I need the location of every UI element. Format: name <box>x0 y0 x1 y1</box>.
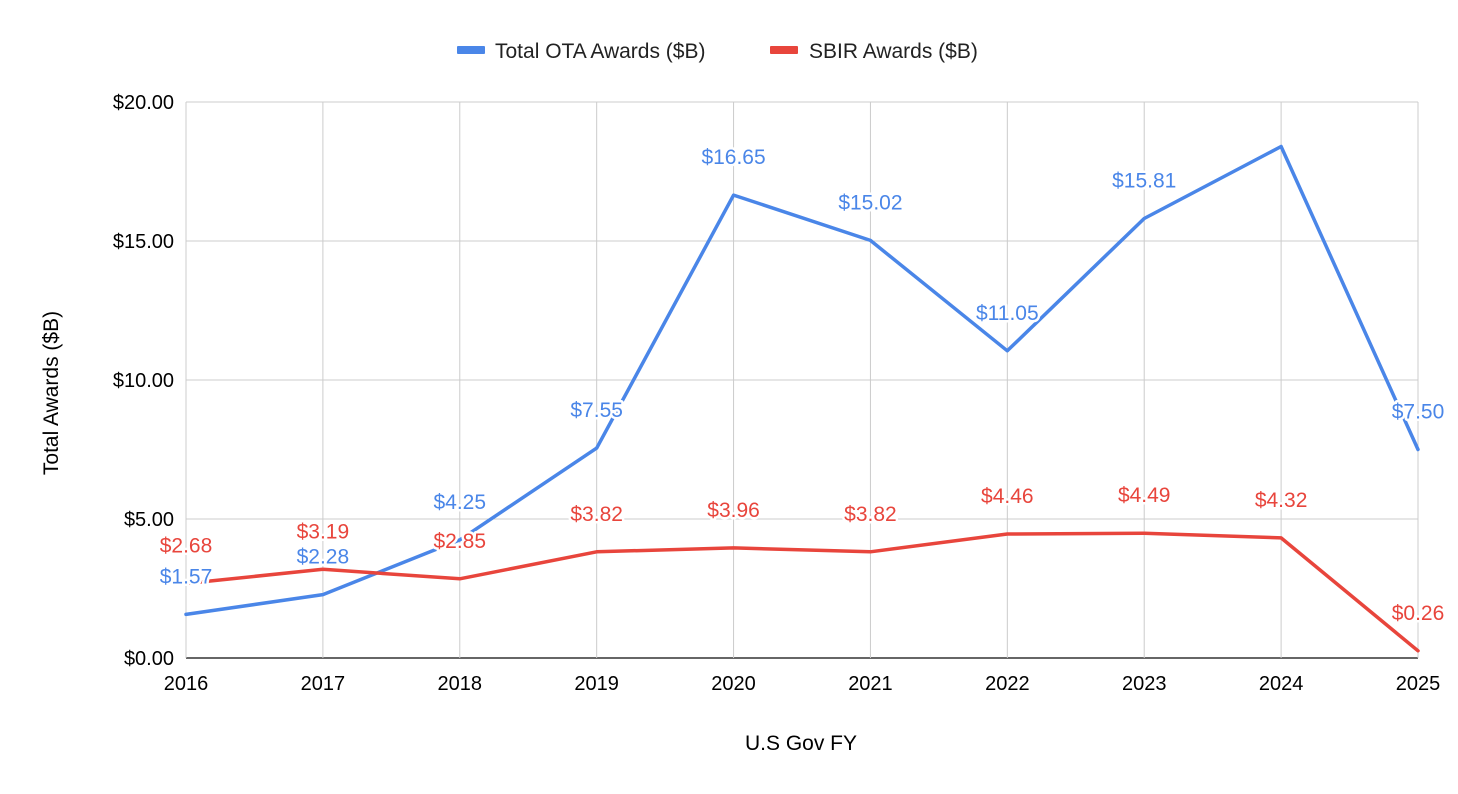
series-line-sbir <box>184 531 1420 653</box>
data-label-ota: $11.05 <box>976 302 1039 325</box>
x-tick-label: 2016 <box>164 673 209 695</box>
data-label-ota: $7.50 <box>1392 401 1445 424</box>
y-tick-label: $10.00 <box>113 370 174 392</box>
data-label-ota: $4.25 <box>433 491 486 514</box>
series-lines <box>184 144 1420 653</box>
series-line-ota <box>184 144 1420 617</box>
data-label-ota: $7.55 <box>570 399 623 422</box>
y-tick-label: $0.00 <box>124 648 174 670</box>
grid <box>185 101 1419 659</box>
x-tick-label: 2018 <box>438 673 483 695</box>
data-label-sbir: $0.26 <box>1392 602 1445 625</box>
data-label-sbir: $4.49 <box>1118 484 1171 507</box>
data-label-sbir: $4.32 <box>1255 489 1308 512</box>
data-label-sbir: $3.96 <box>707 499 760 522</box>
data-label-ota: $1.57 <box>160 565 213 588</box>
legend-item-ota[interactable]: Total OTA Awards ($B) <box>457 40 705 63</box>
data-label-ota: $16.65 <box>701 146 765 169</box>
data-label-sbir: $3.19 <box>297 520 350 543</box>
data-label-sbir: $4.46 <box>981 485 1034 508</box>
x-tick-label: 2023 <box>1122 673 1167 695</box>
data-label-sbir: $3.82 <box>570 503 623 526</box>
data-label-sbir: $3.82 <box>844 503 897 526</box>
legend-swatch <box>457 46 485 54</box>
x-tick-label: 2025 <box>1396 673 1441 695</box>
legend-swatch <box>770 46 798 54</box>
data-label-ota: $15.02 <box>838 191 902 214</box>
x-tick-label: 2024 <box>1259 673 1304 695</box>
y-tick-label: $5.00 <box>124 509 174 531</box>
data-labels: $1.57 $2.28 $4.25 $7.55 $16.65 $15.02 $11.05 $1… <box>157 144 1447 628</box>
x-tick-label: 2019 <box>574 673 619 695</box>
data-label-ota: $15.81 <box>1112 169 1176 192</box>
x-axis-title: U.S Gov FY <box>745 732 857 755</box>
y-tick-label: $20.00 <box>113 92 174 114</box>
y-axis-title: Total Awards ($B) <box>40 311 63 475</box>
x-axis-ticks: 2016 2017 2018 2019 2020 2021 2022 2023 2024 2025 <box>164 673 1441 695</box>
legend-label: Total OTA Awards ($B) <box>495 40 705 63</box>
data-label-sbir: $2.68 <box>160 534 213 557</box>
data-label-ota: $2.28 <box>297 546 350 569</box>
x-tick-label: 2021 <box>848 673 893 695</box>
data-label-sbir: $2.85 <box>433 530 486 553</box>
legend[interactable]: Total OTA Awards ($B) SBIR Awards ($B) <box>457 40 978 63</box>
y-axis-ticks: $0.00 $5.00 $10.00 $15.00 $20.00 <box>113 92 174 670</box>
x-tick-label: 2020 <box>711 673 756 695</box>
x-tick-label: 2022 <box>985 673 1030 695</box>
x-tick-label: 2017 <box>301 673 346 695</box>
legend-item-sbir[interactable]: SBIR Awards ($B) <box>770 40 978 63</box>
y-tick-label: $15.00 <box>113 231 174 253</box>
legend-label: SBIR Awards ($B) <box>809 40 978 63</box>
